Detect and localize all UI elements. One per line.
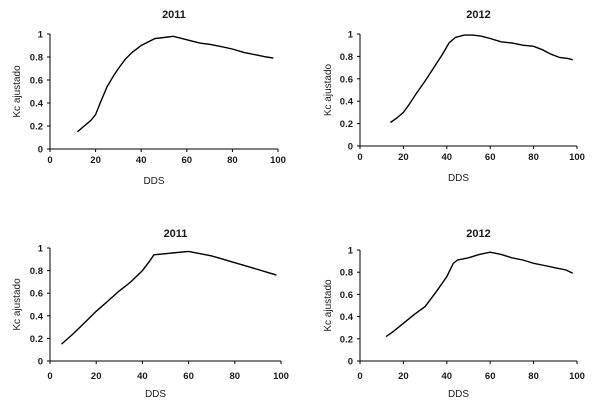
y-tick-label: 0.4 <box>340 97 354 108</box>
y-axis-label: Kc ajustado <box>12 65 23 118</box>
x-axis-label: DDS <box>448 389 469 400</box>
chart-title: 2012 <box>466 9 490 21</box>
series-line-1 <box>76 35 274 133</box>
x-tick-label: 20 <box>90 155 101 166</box>
y-tick-label: 0.6 <box>30 76 43 87</box>
x-tick-label: 100 <box>270 155 286 166</box>
y-tick-label: 0.2 <box>30 122 43 133</box>
y-tick-label: 0.6 <box>340 290 353 301</box>
series-line-1 <box>385 251 574 338</box>
x-tick-label: 40 <box>136 155 147 166</box>
chart-panel-4: 2012 0 0.2 0.4 0.6 0.8 1 0 20 40 60 80 100 DDS Kc ajus… <box>323 228 585 400</box>
y-tick-label: 0.4 <box>30 311 44 322</box>
x-tick-label: 0 <box>47 371 52 382</box>
y-tick-label: 0 <box>348 357 353 368</box>
y-tick-label: 0.6 <box>30 289 43 300</box>
y-axis-label: Kc ajustado <box>323 63 334 116</box>
y-tick-label: 0 <box>348 142 353 153</box>
x-tick-label: 40 <box>442 371 453 382</box>
y-tick-label: 1 <box>348 30 354 41</box>
x-tick-label: 20 <box>398 152 409 163</box>
y-axis-label: Kc ajustado <box>323 279 334 332</box>
x-axis-label: DDS <box>448 173 469 184</box>
y-tick-label: 0.2 <box>340 119 353 130</box>
series-line-1 <box>61 250 277 345</box>
y-tick-label: 0.8 <box>340 268 353 279</box>
x-tick-label: 100 <box>273 371 289 382</box>
y-tick-label: 1 <box>348 246 354 257</box>
x-tick-label: 80 <box>528 152 539 163</box>
y-tick-label: 1 <box>38 30 44 41</box>
chart-title: 2011 <box>162 9 186 21</box>
x-tick-label: 40 <box>137 371 148 382</box>
x-axis-label: DDS <box>145 389 166 400</box>
x-tick-label: 0 <box>357 371 362 382</box>
x-tick-label: 80 <box>227 155 238 166</box>
y-tick-label: 0.2 <box>340 334 353 345</box>
x-tick-label: 20 <box>91 371 102 382</box>
y-tick-label: 0.4 <box>30 99 44 110</box>
chart-panel-3: 2011 0 0.2 0.4 0.6 0.8 1 0 20 40 60 80 100 DDS Kc ajus… <box>12 228 289 400</box>
y-tick-label: 0.8 <box>30 53 43 64</box>
x-tick-label: 0 <box>357 152 362 163</box>
x-tick-label: 60 <box>485 152 496 163</box>
y-tick-label: 0 <box>38 357 43 368</box>
x-tick-label: 100 <box>569 152 585 163</box>
y-tick-label: 0.8 <box>340 52 353 63</box>
y-axis-label: Kc ajustado <box>12 278 23 331</box>
y-tick-label: 0 <box>38 145 43 156</box>
x-tick-label: 60 <box>182 155 193 166</box>
x-tick-label: 100 <box>569 371 585 382</box>
x-tick-label: 0 <box>47 155 52 166</box>
y-tick-label: 0.2 <box>30 334 43 345</box>
x-axis-label: DDS <box>143 176 164 187</box>
x-tick-label: 80 <box>230 371 241 382</box>
y-tick-label: 0.8 <box>30 266 43 277</box>
series-line-1 <box>390 34 573 124</box>
chart-title: 2012 <box>466 228 490 240</box>
x-tick-label: 20 <box>398 371 409 382</box>
x-tick-label: 60 <box>183 371 194 382</box>
chart-title: 2011 <box>164 228 188 240</box>
x-tick-label: 60 <box>485 371 496 382</box>
y-tick-label: 0.4 <box>340 312 354 323</box>
x-tick-label: 80 <box>528 371 539 382</box>
x-tick-label: 40 <box>442 152 453 163</box>
y-tick-label: 0.6 <box>340 74 353 85</box>
y-tick-label: 1 <box>38 244 44 255</box>
chart-panel-2: 2012 0 0.2 0.4 0.6 0.8 1 0 20 40 60 80 100 DDS Kc ajus… <box>323 9 585 184</box>
chart-panel-1: 2011 0 0.2 0.4 0.6 0.8 1 0 20 40 60 80 100 DDS Kc ajus… <box>12 9 286 187</box>
